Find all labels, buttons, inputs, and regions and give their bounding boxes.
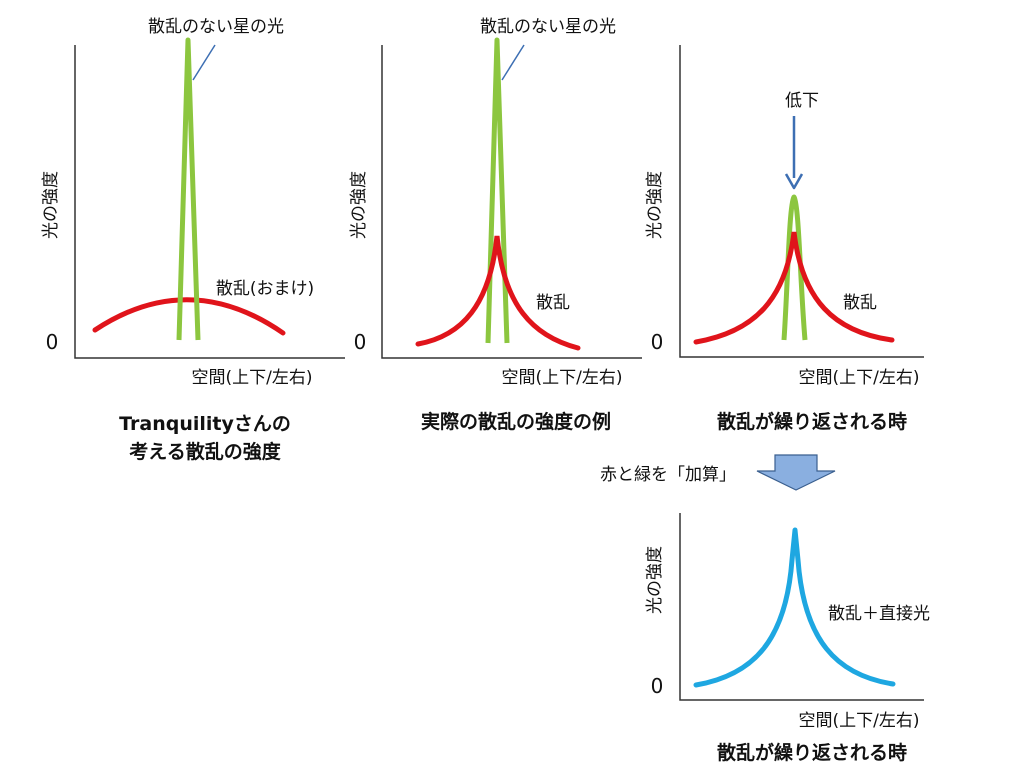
panel-1-caption-line1: Tranquilityさんの: [119, 413, 291, 435]
panel-4-axes: [679, 513, 924, 701]
panel-3-x-axis-label: 空間(上下/左右): [799, 368, 920, 388]
panel-2-scatter-curve: [415, 235, 581, 351]
panel-1-peak-label: 散乱のない星の光: [148, 17, 284, 37]
panel-3-caption: 散乱が繰り返される時: [717, 410, 907, 433]
panel-2-axes: [381, 45, 642, 359]
panel-1-direct-light-peak: [176, 37, 201, 341]
panel-1-scatter-curve: [92, 297, 286, 336]
panel-4-x-axis-label: 空間(上下/左右): [799, 711, 920, 731]
panel-1-callout-line: [192, 44, 216, 81]
block-down-arrow-icon: [756, 454, 836, 491]
panel-2-scatter-label: 散乱: [536, 293, 570, 313]
panel-4-sum-curve: [693, 527, 896, 688]
panel-2-callout-line: [501, 44, 525, 81]
panel-3-axes: [679, 45, 924, 358]
panel-3-zero-label: 0: [651, 330, 664, 354]
add-step: 赤と緑を「加算」: [600, 454, 836, 491]
panel-1-zero-label: 0: [46, 330, 59, 354]
panel-3-arrow-label: 低下: [785, 91, 819, 111]
panel-2: 光の強度 0 空間(上下/左右) 散乱のない星の光 散乱 実際の散乱の強度の例: [349, 17, 642, 433]
panel-4-zero-label: 0: [651, 674, 664, 698]
panel-1-y-axis-label: 光の強度: [41, 171, 61, 239]
panel-1-scatter-label: 散乱(おまけ): [216, 279, 314, 299]
panel-1-caption-line2: 考える散乱の強度: [129, 440, 281, 463]
panel-1-x-axis-label: 空間(上下/左右): [192, 368, 313, 388]
down-arrow-icon: [784, 173, 804, 190]
panel-4-y-axis-label: 光の強度: [645, 546, 665, 614]
panel-2-zero-label: 0: [354, 330, 367, 354]
panel-4-caption: 散乱が繰り返される時: [717, 741, 907, 764]
panel-2-y-axis-label: 光の強度: [349, 171, 369, 239]
panel-2-peak-label: 散乱のない星の光: [480, 17, 616, 37]
panel-2-caption: 実際の散乱の強度の例: [421, 410, 611, 433]
panel-1: 光の強度 0 空間(上下/左右) 散乱のない星の光 散乱(おまけ) Tranqu…: [41, 17, 345, 463]
panel-3-y-axis-label: 光の強度: [645, 171, 665, 239]
panel-2-direct-light-peak: [485, 37, 510, 344]
panel-2-x-axis-label: 空間(上下/左右): [502, 368, 623, 388]
add-note-label: 赤と緑を「加算」: [600, 465, 736, 485]
panel-1-axes: [74, 45, 345, 359]
panel-3-scatter-label: 散乱: [843, 293, 877, 313]
panel-4-sum-label: 散乱＋直接光: [828, 604, 930, 624]
panel-3: 光の強度 0 空間(上下/左右) 低下 散乱 散乱が繰り返される時: [645, 45, 924, 433]
panel-4: 光の強度 0 空間(上下/左右) 散乱＋直接光 散乱が繰り返される時: [645, 513, 930, 764]
panel-3-direct-light-peak: [781, 194, 808, 341]
panel-3-scatter-curve: [693, 231, 895, 345]
